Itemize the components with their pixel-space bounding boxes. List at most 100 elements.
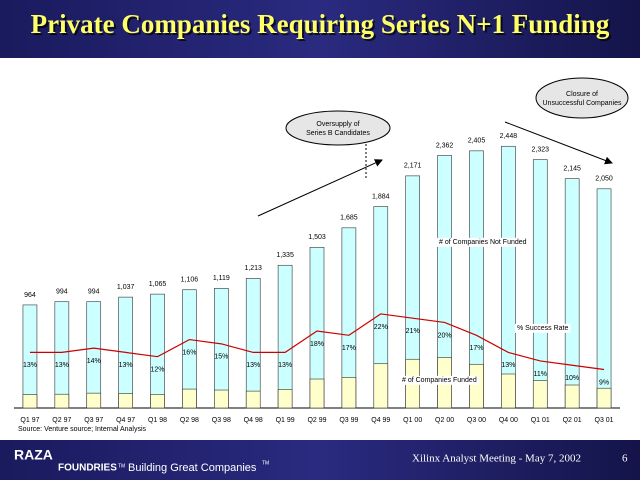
value-label: 9% xyxy=(599,379,609,386)
x-tick-label: Q2 00 xyxy=(435,417,454,424)
x-tick-label: Q4 00 xyxy=(499,417,518,424)
value-label: 994 xyxy=(88,289,100,296)
bar xyxy=(309,378,325,409)
series-label: % Success Rate xyxy=(517,325,568,332)
value-label: 20% xyxy=(438,332,452,339)
bar xyxy=(86,301,102,409)
bar xyxy=(469,363,484,409)
arrow xyxy=(504,121,613,165)
value-label: 2,448 xyxy=(500,133,518,140)
value-label: 11% xyxy=(534,371,548,378)
bar xyxy=(501,373,516,409)
line xyxy=(29,313,605,371)
x-tick-label: Q2 97 xyxy=(52,417,71,424)
value-label: 1,037 xyxy=(117,284,135,291)
value-label: 13% xyxy=(23,362,37,369)
value-label: 1,106 xyxy=(181,277,199,284)
series-label: # of Companies Not Funded xyxy=(439,239,527,246)
value-label: 994 xyxy=(56,289,68,296)
x-tick-label: Q4 97 xyxy=(116,417,135,424)
callout xyxy=(285,110,391,146)
value-label: 21% xyxy=(406,328,420,335)
logo-sub: FOUNDRIES xyxy=(58,463,117,474)
event: Xilinx Analyst Meeting - May 7, 2002 xyxy=(412,453,581,465)
x-tick-label: Q4 99 xyxy=(371,417,390,424)
title-shadow: Private Companies Requiring Series N+1 F… xyxy=(33,11,612,41)
value-label: 13% xyxy=(246,362,260,369)
chart: Q1 97 Q2 97 Q3 97 Q4 97 Q1 98 Q2 98 Q3 98 Q4 98… xyxy=(14,91,622,433)
value-label: 12% xyxy=(151,367,165,374)
value-label: 10% xyxy=(565,375,579,382)
chart-title: Private Companies Requiring Series N+1 F… xyxy=(31,9,610,39)
x-tick-label: Q4 98 xyxy=(244,417,263,424)
callout xyxy=(535,77,629,119)
value-label: 1,213 xyxy=(244,265,262,272)
logo-tm: TM xyxy=(118,463,125,469)
value-label: 2,171 xyxy=(404,163,422,170)
bar xyxy=(150,394,165,409)
value-label: 18% xyxy=(310,341,324,348)
series-label: # of Companies Funded xyxy=(402,377,477,384)
value-label: 2,050 xyxy=(595,176,613,183)
x-tick-label: Q2 01 xyxy=(563,417,582,424)
x-tick-label: Q3 98 xyxy=(212,417,231,424)
logo: RAZA xyxy=(14,447,53,463)
x-tick-label: Q1 01 xyxy=(531,417,550,424)
value-label: 13% xyxy=(119,362,133,369)
arrow xyxy=(257,159,383,217)
bar xyxy=(277,389,293,409)
x-tick-label: Q1 98 xyxy=(148,417,167,424)
value-label: 1,065 xyxy=(149,281,167,288)
x-tick-label: Q3 00 xyxy=(467,417,486,424)
value-label: 2,323 xyxy=(531,146,549,153)
value-label: 1,884 xyxy=(372,193,390,200)
bar xyxy=(245,390,261,409)
bar xyxy=(596,188,612,409)
label-box xyxy=(437,237,529,247)
label-box xyxy=(515,323,571,333)
bar xyxy=(564,384,580,409)
value-label: 964 xyxy=(24,292,36,299)
value-label: 2,362 xyxy=(436,142,454,149)
x-tick-label: Q3 97 xyxy=(84,417,103,424)
x-tick-label: Q2 98 xyxy=(180,417,199,424)
bar xyxy=(54,301,70,409)
x-tick-label: Q3 99 xyxy=(339,417,358,424)
x-tick-label: Q1 97 xyxy=(20,417,39,424)
value-label: 17% xyxy=(469,345,483,352)
value-label: 13% xyxy=(278,362,292,369)
x-tick-label: Q3 01 xyxy=(595,417,614,424)
bar xyxy=(214,389,229,409)
value-label: 15% xyxy=(214,354,228,361)
label-box xyxy=(400,375,479,385)
bar xyxy=(54,393,70,409)
bar xyxy=(373,363,389,409)
bar xyxy=(22,304,38,409)
bar xyxy=(277,264,293,409)
value-label: 22% xyxy=(374,324,388,331)
value-label: 13% xyxy=(501,362,515,369)
value-label: 1,685 xyxy=(340,215,358,222)
tagline-tm: TM xyxy=(262,460,269,466)
header-band xyxy=(0,0,640,58)
annotation: Closure of Unsuccessful Companies xyxy=(543,91,622,107)
value-label: 13% xyxy=(55,362,69,369)
bar xyxy=(86,392,102,409)
annotation: Oversupply of Series B Candidates xyxy=(306,121,370,137)
source: Source: Venture source; Internal Analysi… xyxy=(18,426,147,433)
value-label: 1,335 xyxy=(276,252,294,259)
bar xyxy=(245,278,261,409)
value-label: 16% xyxy=(182,349,196,356)
value-label: 1,503 xyxy=(308,234,326,241)
page-number: 6 xyxy=(622,453,628,465)
x-tick-label: Q2 99 xyxy=(307,417,326,424)
value-label: 14% xyxy=(87,358,101,365)
bar xyxy=(118,393,133,409)
bar xyxy=(182,388,197,409)
bar xyxy=(564,178,580,409)
x-tick-label: Q1 00 xyxy=(403,417,422,424)
value-label: 17% xyxy=(342,345,356,352)
value-label: 2,145 xyxy=(563,165,581,172)
bar xyxy=(341,377,357,409)
